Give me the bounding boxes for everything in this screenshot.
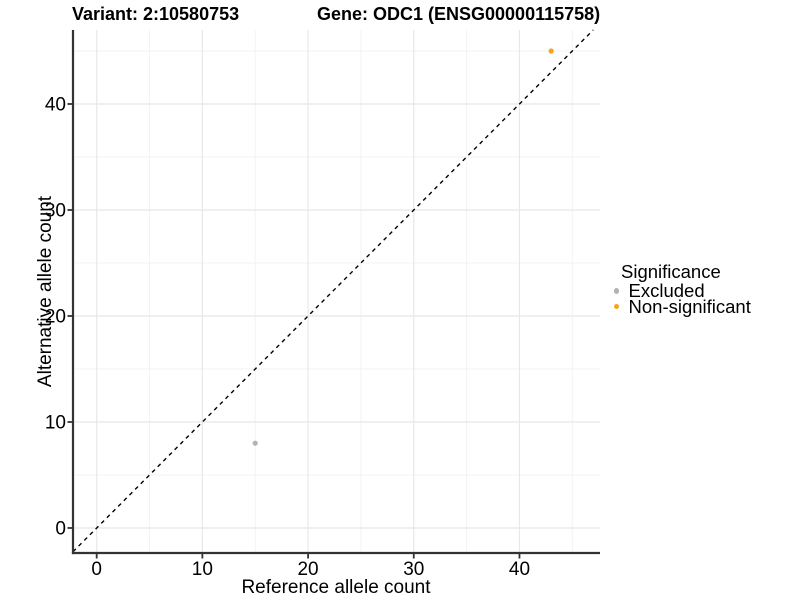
legend-label-excluded: Excluded (628, 280, 705, 301)
data-points (252, 48, 554, 446)
y-tick-label: 0 (55, 518, 66, 539)
gridlines-minor (73, 30, 600, 553)
axis-ticks (67, 103, 521, 559)
y-tick-label: 20 (45, 306, 66, 327)
legend-item-excluded: Excluded (611, 280, 751, 301)
excluded-dot-icon (613, 288, 619, 294)
non-significant-dot-icon (613, 303, 619, 310)
x-tick-label: 0 (91, 559, 102, 580)
point-non-significant (548, 48, 554, 54)
y-axis-title: Alternative allele count (35, 195, 56, 387)
legend-label-non-significant: Non-significant (628, 295, 751, 317)
gridlines-major (73, 30, 600, 553)
y-tick-label: 30 (45, 200, 66, 221)
legend: Significance Excluded Non-significant (611, 261, 751, 317)
x-tick-label: 20 (297, 559, 318, 580)
x-tick-label: 30 (403, 559, 424, 580)
legend-item-non-significant: Non-significant (611, 295, 751, 317)
y-tick-label: 10 (45, 412, 66, 433)
variant-title: Variant: 2:10580753 (72, 4, 240, 24)
legend-title: Significance (621, 261, 721, 282)
axis-tick-labels: 0 10 20 30 40 0 10 20 30 40 (45, 94, 530, 580)
x-axis-title: Reference allele count (241, 577, 431, 598)
axis-lines (71, 30, 600, 555)
gene-title: Gene: ODC1 (ENSG00000115758) (317, 4, 601, 24)
x-tick-label: 40 (509, 559, 530, 580)
point-excluded (252, 440, 258, 446)
x-tick-label: 10 (192, 559, 213, 580)
identity-line (72, 29, 594, 553)
y-tick-label: 40 (45, 94, 66, 115)
